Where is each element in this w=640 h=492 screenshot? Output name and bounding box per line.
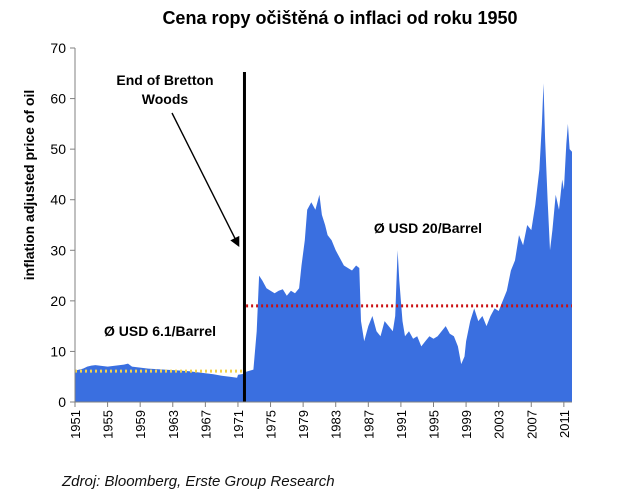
x-tick-label: 1991 bbox=[394, 410, 409, 439]
x-tick-label: 1995 bbox=[426, 410, 441, 439]
x-tick-label: 1987 bbox=[361, 410, 376, 439]
y-tick-label: 0 bbox=[58, 394, 66, 410]
y-tick-label: 70 bbox=[50, 40, 66, 56]
source-note: Zdroj: Bloomberg, Erste Group Research bbox=[61, 473, 335, 490]
bretton-woods-label-line2: Woods bbox=[142, 91, 189, 107]
x-tick-label: 1975 bbox=[264, 410, 279, 439]
x-tick-label: 1955 bbox=[101, 410, 116, 439]
chart-title: Cena ropy očištěná o inflaci od roku 195… bbox=[162, 8, 517, 28]
x-ticks: 1951 1955 1959 1963 1967 1971 1975 1979 1983 1987… bbox=[68, 402, 572, 439]
x-tick-label: 2003 bbox=[492, 410, 507, 439]
x-tick-label: 1983 bbox=[329, 410, 344, 439]
x-tick-label: 2007 bbox=[524, 410, 539, 439]
y-tick-label: 40 bbox=[50, 192, 66, 208]
x-tick-label: 1951 bbox=[68, 410, 83, 439]
average-label-pre: Ø USD 6.1/Barrel bbox=[104, 323, 216, 339]
x-tick-label: 1979 bbox=[296, 410, 311, 439]
y-tick-label: 60 bbox=[50, 91, 66, 107]
x-tick-label: 2011 bbox=[557, 410, 572, 438]
y-tick-label: 30 bbox=[50, 242, 66, 258]
axes: 0 10 20 30 40 50 60 70 1951 1955 1959 1963 1967 1971… bbox=[50, 40, 572, 439]
y-ticks: 0 10 20 30 40 50 60 70 bbox=[50, 40, 75, 410]
y-axis-label: inflation adjusted price of oil bbox=[21, 90, 37, 281]
x-tick-label: 1963 bbox=[166, 410, 181, 439]
average-label-post: Ø USD 20/Barrel bbox=[374, 220, 482, 236]
bretton-woods-label-line1: End of Bretton bbox=[116, 72, 213, 88]
series-area bbox=[75, 83, 572, 403]
bretton-woods-arrow bbox=[171, 112, 240, 248]
y-tick-label: 10 bbox=[50, 343, 66, 359]
x-tick-label: 1999 bbox=[459, 410, 474, 439]
x-tick-label: 1959 bbox=[133, 410, 148, 439]
x-tick-label: 1971 bbox=[231, 410, 246, 439]
x-tick-label: 1967 bbox=[198, 410, 213, 439]
y-tick-label: 20 bbox=[50, 293, 66, 309]
plot-area bbox=[75, 72, 572, 403]
y-tick-label: 50 bbox=[50, 141, 66, 157]
